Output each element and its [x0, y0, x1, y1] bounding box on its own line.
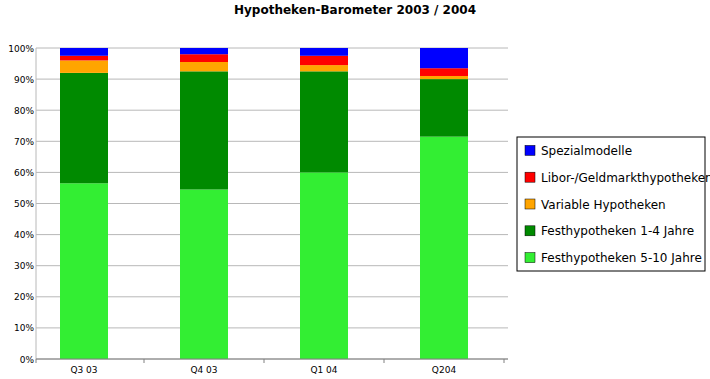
y-tick-label: 10% — [14, 323, 34, 333]
y-tick-label: 0% — [20, 355, 35, 365]
x-axis-line — [36, 359, 508, 360]
bar-segment — [60, 73, 108, 183]
x-tick — [264, 359, 265, 363]
grid-line — [36, 359, 508, 360]
legend-box — [517, 137, 705, 271]
legend-swatch — [525, 226, 535, 236]
y-tick-label: 80% — [14, 106, 34, 116]
y-tick-label: 90% — [14, 75, 34, 85]
x-tick — [36, 359, 37, 363]
y-tick-label: 60% — [14, 168, 34, 178]
y-axis-line — [36, 48, 37, 359]
bar-segment — [180, 190, 228, 359]
bar-segment — [60, 48, 108, 56]
bar-segment — [420, 68, 468, 76]
x-tick — [384, 359, 385, 363]
y-tick-label: 20% — [14, 292, 34, 302]
bar-segment — [60, 56, 108, 61]
bars — [60, 48, 468, 359]
legend: Spezialmodelle Libor-/Geldmarkthypotheken… — [517, 137, 710, 271]
y-tick-label: 50% — [14, 199, 34, 209]
legend-label: Libor-/Geldmarkthypotheken — [541, 171, 710, 185]
bar-segment — [300, 172, 348, 359]
x-tick-label: Q1 04 — [310, 365, 337, 375]
x-tick-label: Q4 03 — [190, 365, 217, 375]
bar-segment — [60, 183, 108, 359]
bar-segment — [60, 60, 108, 72]
legend-label: Spezialmodelle — [541, 144, 632, 158]
x-tick-label: Q3 03 — [70, 365, 97, 375]
legend-swatch — [525, 253, 535, 263]
bar-segment — [420, 79, 468, 137]
y-tick-label: 30% — [14, 261, 34, 271]
bar-segment — [420, 48, 468, 68]
bar-segment — [180, 54, 228, 62]
bar-segment — [300, 48, 348, 56]
bar-segment — [300, 56, 348, 65]
bar-segment — [300, 65, 348, 71]
legend-label: Variable Hypotheken — [541, 198, 666, 212]
bar-segment — [420, 137, 468, 359]
legend-swatch — [525, 199, 535, 209]
bar-segment — [180, 62, 228, 71]
legend-swatch — [525, 172, 535, 182]
y-tick-label: 70% — [14, 137, 34, 147]
bar-segment — [300, 71, 348, 172]
bar-segment — [180, 48, 228, 54]
x-tick-label: Q204 — [432, 365, 457, 375]
legend-label: Festhypotheken 5-10 Jahre — [541, 251, 702, 265]
y-tick-label: 100% — [8, 44, 34, 54]
bar-segment — [420, 76, 468, 79]
x-tick — [144, 359, 145, 363]
x-tick — [504, 359, 505, 363]
title: Hypotheken-Barometer 2003 / 2004 — [234, 3, 476, 17]
chart: Hypotheken-Barometer 2003 / 2004 0% 10% 20%… — [0, 0, 710, 379]
bar-segment — [180, 71, 228, 189]
y-tick-label: 40% — [14, 230, 34, 240]
legend-swatch — [525, 145, 535, 155]
legend-label: Festhypotheken 1-4 Jahre — [541, 224, 694, 238]
